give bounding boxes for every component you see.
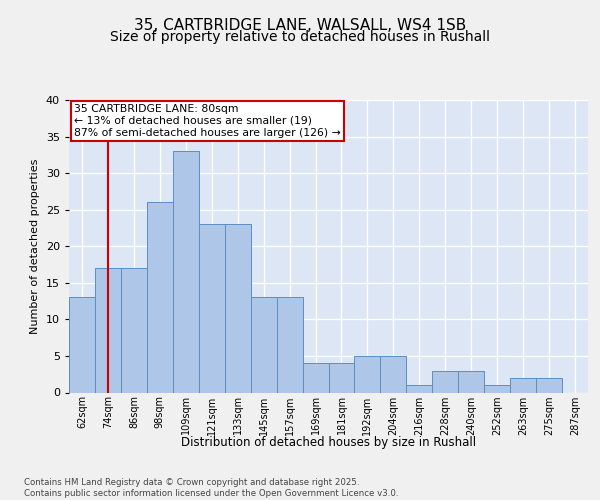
Y-axis label: Number of detached properties: Number of detached properties [30, 158, 40, 334]
Text: 35, CARTBRIDGE LANE, WALSALL, WS4 1SB: 35, CARTBRIDGE LANE, WALSALL, WS4 1SB [134, 18, 466, 32]
Bar [484, 385, 510, 392]
Bar [510, 378, 536, 392]
Bar [225, 224, 251, 392]
Bar [173, 151, 199, 392]
Text: 35 CARTBRIDGE LANE: 80sqm
← 13% of detached houses are smaller (19)
87% of semi-: 35 CARTBRIDGE LANE: 80sqm ← 13% of detac… [74, 104, 341, 138]
Text: Size of property relative to detached houses in Rushall: Size of property relative to detached ho… [110, 30, 490, 44]
Bar [355, 356, 380, 393]
Text: Contains HM Land Registry data © Crown copyright and database right 2025.
Contai: Contains HM Land Registry data © Crown c… [24, 478, 398, 498]
Bar [251, 298, 277, 392]
Bar [433, 370, 458, 392]
Bar [329, 363, 355, 392]
Bar [536, 378, 562, 392]
Bar [199, 224, 224, 392]
Bar [69, 298, 95, 392]
Bar [277, 298, 302, 392]
Bar [458, 370, 484, 392]
Bar [406, 385, 432, 392]
Bar [147, 202, 173, 392]
Bar [380, 356, 406, 393]
Text: Distribution of detached houses by size in Rushall: Distribution of detached houses by size … [181, 436, 476, 449]
Bar [121, 268, 147, 392]
Bar [302, 363, 329, 392]
Bar [95, 268, 121, 392]
